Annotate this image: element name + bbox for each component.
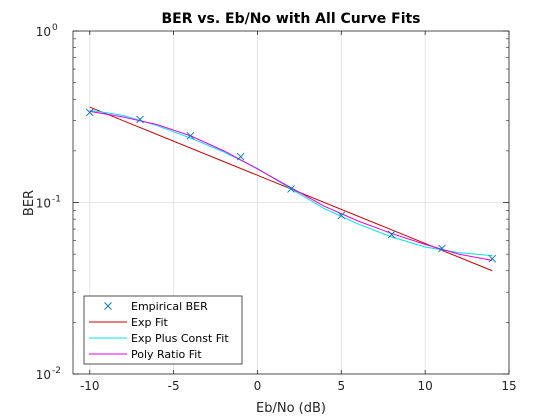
legend-label: Empirical BER (131, 300, 208, 313)
data-point-stroke-b (186, 131, 195, 140)
data-point (438, 244, 446, 253)
data-point-stroke-b (438, 244, 446, 253)
data-point (236, 152, 245, 161)
data-point (85, 108, 94, 117)
y-axis-label: BER (22, 190, 37, 216)
legend-label: Poly Ratio Fit (131, 348, 202, 361)
legend-entry: Exp Plus Const Fit (89, 332, 229, 345)
data-point-stroke-b (387, 230, 396, 239)
x-axis-label: Eb/No (dB) (256, 401, 326, 416)
y-tick-label-exponent: -1 (52, 195, 61, 205)
legend: Empirical BER Exp Fit Exp Plus Const Fit Po… (83, 295, 243, 365)
y-tick-label: 10 0 (36, 23, 58, 39)
legend-label: Exp Plus Const Fit (131, 332, 229, 345)
data-point (186, 131, 195, 140)
x-tick-label: -10 (80, 379, 100, 393)
x-tick-label: 15 (501, 379, 516, 393)
y-tick-label-exponent: -2 (52, 366, 61, 376)
series-line-poly-ratio-fit (89, 110, 493, 261)
x-tick-label: 0 (254, 379, 262, 393)
legend-box (83, 295, 243, 365)
y-tick-label-exponent: 0 (52, 23, 58, 33)
x-tick-label: -5 (168, 379, 180, 393)
legend-entry: Poly Ratio Fit (89, 348, 202, 361)
data-point-stroke-b (104, 302, 112, 310)
data-point (337, 211, 346, 220)
data-point-stroke-b (136, 115, 144, 124)
y-tick-label-base: 10 (36, 197, 51, 211)
data-point (488, 254, 497, 263)
data-point-stroke-b (236, 152, 245, 161)
data-point (287, 185, 295, 193)
x-tick-label: 5 (337, 379, 345, 393)
chart-title: BER vs. Eb/No with All Curve Fits (161, 11, 420, 27)
data-point-stroke-b (488, 254, 497, 263)
y-tick-label-base: 10 (36, 368, 51, 382)
data-point-stroke-b (85, 108, 94, 117)
legend-entry: Empirical BER (104, 300, 208, 313)
legend-label: Exp Fit (131, 316, 169, 329)
y-tick-label: 10 -2 (36, 366, 61, 382)
data-point (104, 302, 112, 310)
data-point-stroke-b (287, 185, 295, 193)
y-tick-label: 10 -1 (36, 195, 61, 211)
data-point-stroke-b (337, 211, 346, 220)
data-point (136, 115, 144, 124)
x-tick-label: 10 (418, 379, 433, 393)
y-tick-label-base: 10 (36, 25, 51, 39)
legend-entry: Exp Fit (89, 316, 169, 329)
data-point (387, 230, 396, 239)
series-layer (85, 106, 497, 272)
